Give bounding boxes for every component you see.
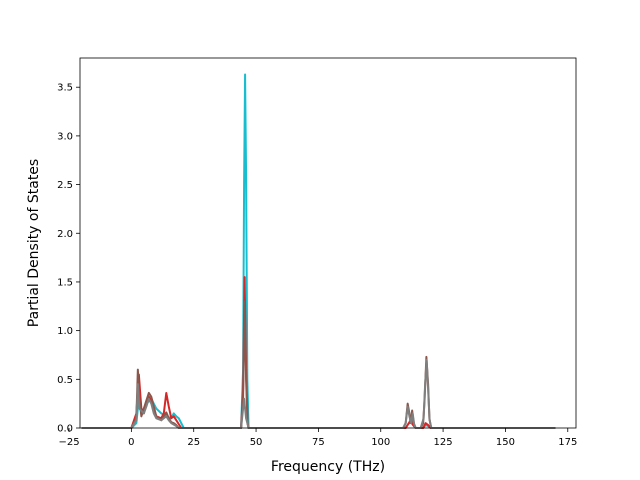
y-tick-label: 1.0 bbox=[57, 326, 73, 337]
x-tick-label: 100 bbox=[371, 437, 390, 448]
y-axis-label: Partial Density of States bbox=[26, 159, 42, 327]
y-tick-label: 3.5 bbox=[57, 83, 73, 94]
x-axis-label: Frequency (THz) bbox=[271, 459, 385, 475]
y-tick-label: 2.5 bbox=[57, 180, 73, 191]
y-tick-label: 1.5 bbox=[57, 277, 73, 288]
y-axis-ticks: 0.0 0.5 1.0 1.5 2.0 2.5 3.0 3.5 bbox=[57, 83, 80, 435]
x-tick-label: 25 bbox=[187, 437, 200, 448]
x-tick-label: 50 bbox=[250, 437, 263, 448]
x-tick-label: 75 bbox=[312, 437, 325, 448]
x-tick-label: 150 bbox=[496, 437, 515, 448]
plot-frame bbox=[79, 57, 577, 429]
y-tick-label: 3.0 bbox=[57, 131, 73, 142]
x-axis-ticks: −25 0 25 50 75 100 125 150 175 bbox=[58, 428, 577, 448]
y-tick-label: 0.0 bbox=[57, 424, 73, 435]
series-layer bbox=[81, 73, 556, 429]
series-line-4 bbox=[81, 358, 556, 429]
x-tick-label: −25 bbox=[58, 437, 79, 448]
x-tick-label: 0 bbox=[128, 437, 134, 448]
y-tick-label: 0.5 bbox=[57, 375, 73, 386]
y-tick-label: 2.0 bbox=[57, 229, 73, 240]
series-line-1 bbox=[81, 73, 556, 429]
x-tick-label: 175 bbox=[558, 437, 577, 448]
x-tick-label: 125 bbox=[434, 437, 453, 448]
